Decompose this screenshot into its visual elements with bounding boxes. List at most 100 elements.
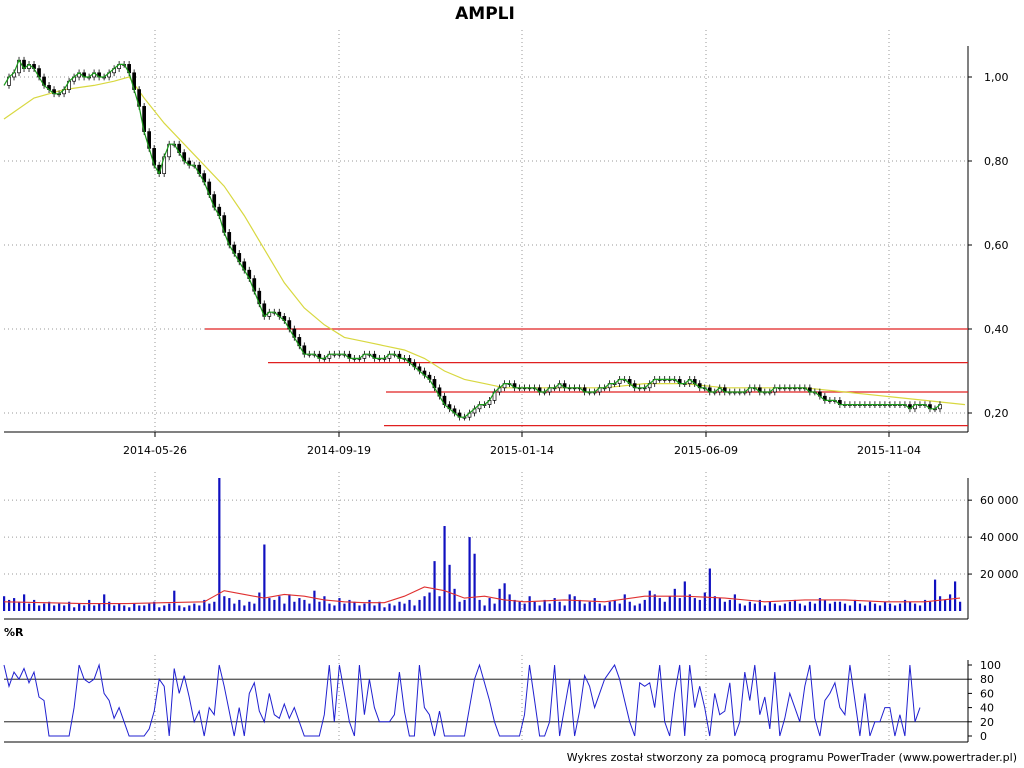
volume-bar-17 [88,599,91,611]
volume-bar-9 [48,601,51,611]
volume-bar-177 [888,603,892,611]
volume-bar-38 [193,603,196,611]
volume-bar-103 [518,601,521,611]
volume-bar-184 [923,599,927,611]
volume-bar-130 [653,594,656,611]
volume-bar-106 [533,601,536,611]
volume-bar-12 [63,605,66,611]
volume-bar-6 [33,599,36,611]
chart-title: AMPLI [455,4,515,24]
price-close-line [3,58,941,418]
volume-bar-108 [543,599,546,611]
volume-bar-154 [773,603,777,611]
volume-bar-156 [783,603,787,611]
volume-bar-140 [703,592,706,611]
volume-bar-57 [288,594,291,611]
volume-bar-54 [273,599,276,611]
volume-bar-137 [688,594,691,611]
volume-bar-122 [613,599,616,611]
volume-bar-185 [928,601,932,611]
volume-bar-158 [793,599,797,611]
volume-bar-52 [263,544,266,611]
volume-bar-163 [818,598,822,611]
volume-bar-98 [493,603,496,611]
volume-bar-168 [843,603,847,611]
volume-bar-116 [583,603,586,611]
short-moving-average-line [3,58,941,418]
volume-bar-186 [933,579,937,611]
price-y-tick-label-3: 0,40 [984,323,1009,336]
volume-bar-59 [298,598,301,611]
volume-bar-142 [713,596,716,611]
volume-bar-95 [478,599,481,611]
volume-grid [4,472,969,620]
volume-bar-28 [143,605,146,611]
volume-bar-14 [73,607,76,611]
volume-bar-18 [93,605,96,611]
volume-bar-157 [788,601,792,611]
volume-bar-61 [308,603,311,611]
williams-r-line [3,663,921,737]
volume-bar-190 [953,581,957,611]
volume-bar-167 [838,601,842,611]
volume-y-tick-label-2: 20 000 [980,568,1019,581]
volume-bar-81 [408,599,411,611]
volume-bar-16 [83,605,86,611]
volume-bar-139 [698,599,701,611]
price-y-tick-label-0: 1,00 [984,71,1009,84]
volume-bar-134 [673,588,676,611]
volume-bar-64 [323,596,326,611]
volume-bar-138 [693,598,696,611]
volume-y-tick-label-0: 60 000 [980,494,1019,507]
volume-bar-80 [403,603,406,611]
volume-bar-189 [948,594,952,611]
volume-bar-135 [678,598,681,611]
volume-bar-124 [623,594,626,611]
volume-bar-8 [43,603,46,611]
volume-bar-19 [98,603,101,611]
volume-bar-160 [803,605,807,611]
volume-bar-99 [498,588,501,611]
volume-bar-133 [668,596,671,611]
volume-bar-41 [208,603,211,611]
volume-bar-114 [573,596,576,611]
volume-bar-79 [398,601,401,611]
williams-r-label: %R [4,626,24,639]
volume-bar-85 [428,592,431,611]
wr-y-tick-label-2: 60 [980,687,994,700]
volume-bar-73 [368,599,371,611]
volume-moving-average [3,586,961,605]
wr-y-tick-label-0: 100 [980,659,1001,672]
wr-y-tick-label-5: 0 [980,730,987,743]
volume-bar-21 [108,601,111,611]
volume-bar-97 [488,598,491,611]
volume-bar-87 [438,596,441,611]
price-y-tick-label-4: 0,20 [984,407,1009,420]
price-y-ticks: 1,00 0,80 0,60 0,40 0,20 [968,71,1009,420]
volume-bar-101 [508,594,511,611]
volume-bar-165 [828,603,832,611]
volume-bar-100 [503,583,506,611]
volume-y-tick-label-1: 40 000 [980,531,1019,544]
volume-bar-171 [858,603,862,611]
volume-bar-146 [733,594,736,611]
volume-bar-36 [183,607,186,611]
volume-bar-151 [758,599,761,611]
volume-bar-129 [648,590,651,611]
volume-bar-147 [738,603,741,611]
volume-bars [3,478,962,611]
volume-bar-30 [153,601,156,611]
volume-bar-183 [918,605,922,611]
volume-bar-47 [238,599,241,611]
volume-bar-68 [343,603,346,611]
volume-bar-117 [588,601,591,611]
volume-bar-23 [118,603,121,611]
volume-bar-49 [248,601,251,611]
williams-r-polyline [3,663,921,737]
price-support-lines [205,328,968,427]
price-y-tick-label-1: 0,80 [984,155,1009,168]
volume-bar-94 [473,553,476,611]
volume-bar-109 [548,603,551,611]
volume-bar-27 [138,605,141,611]
volume-bar-182 [913,603,917,611]
